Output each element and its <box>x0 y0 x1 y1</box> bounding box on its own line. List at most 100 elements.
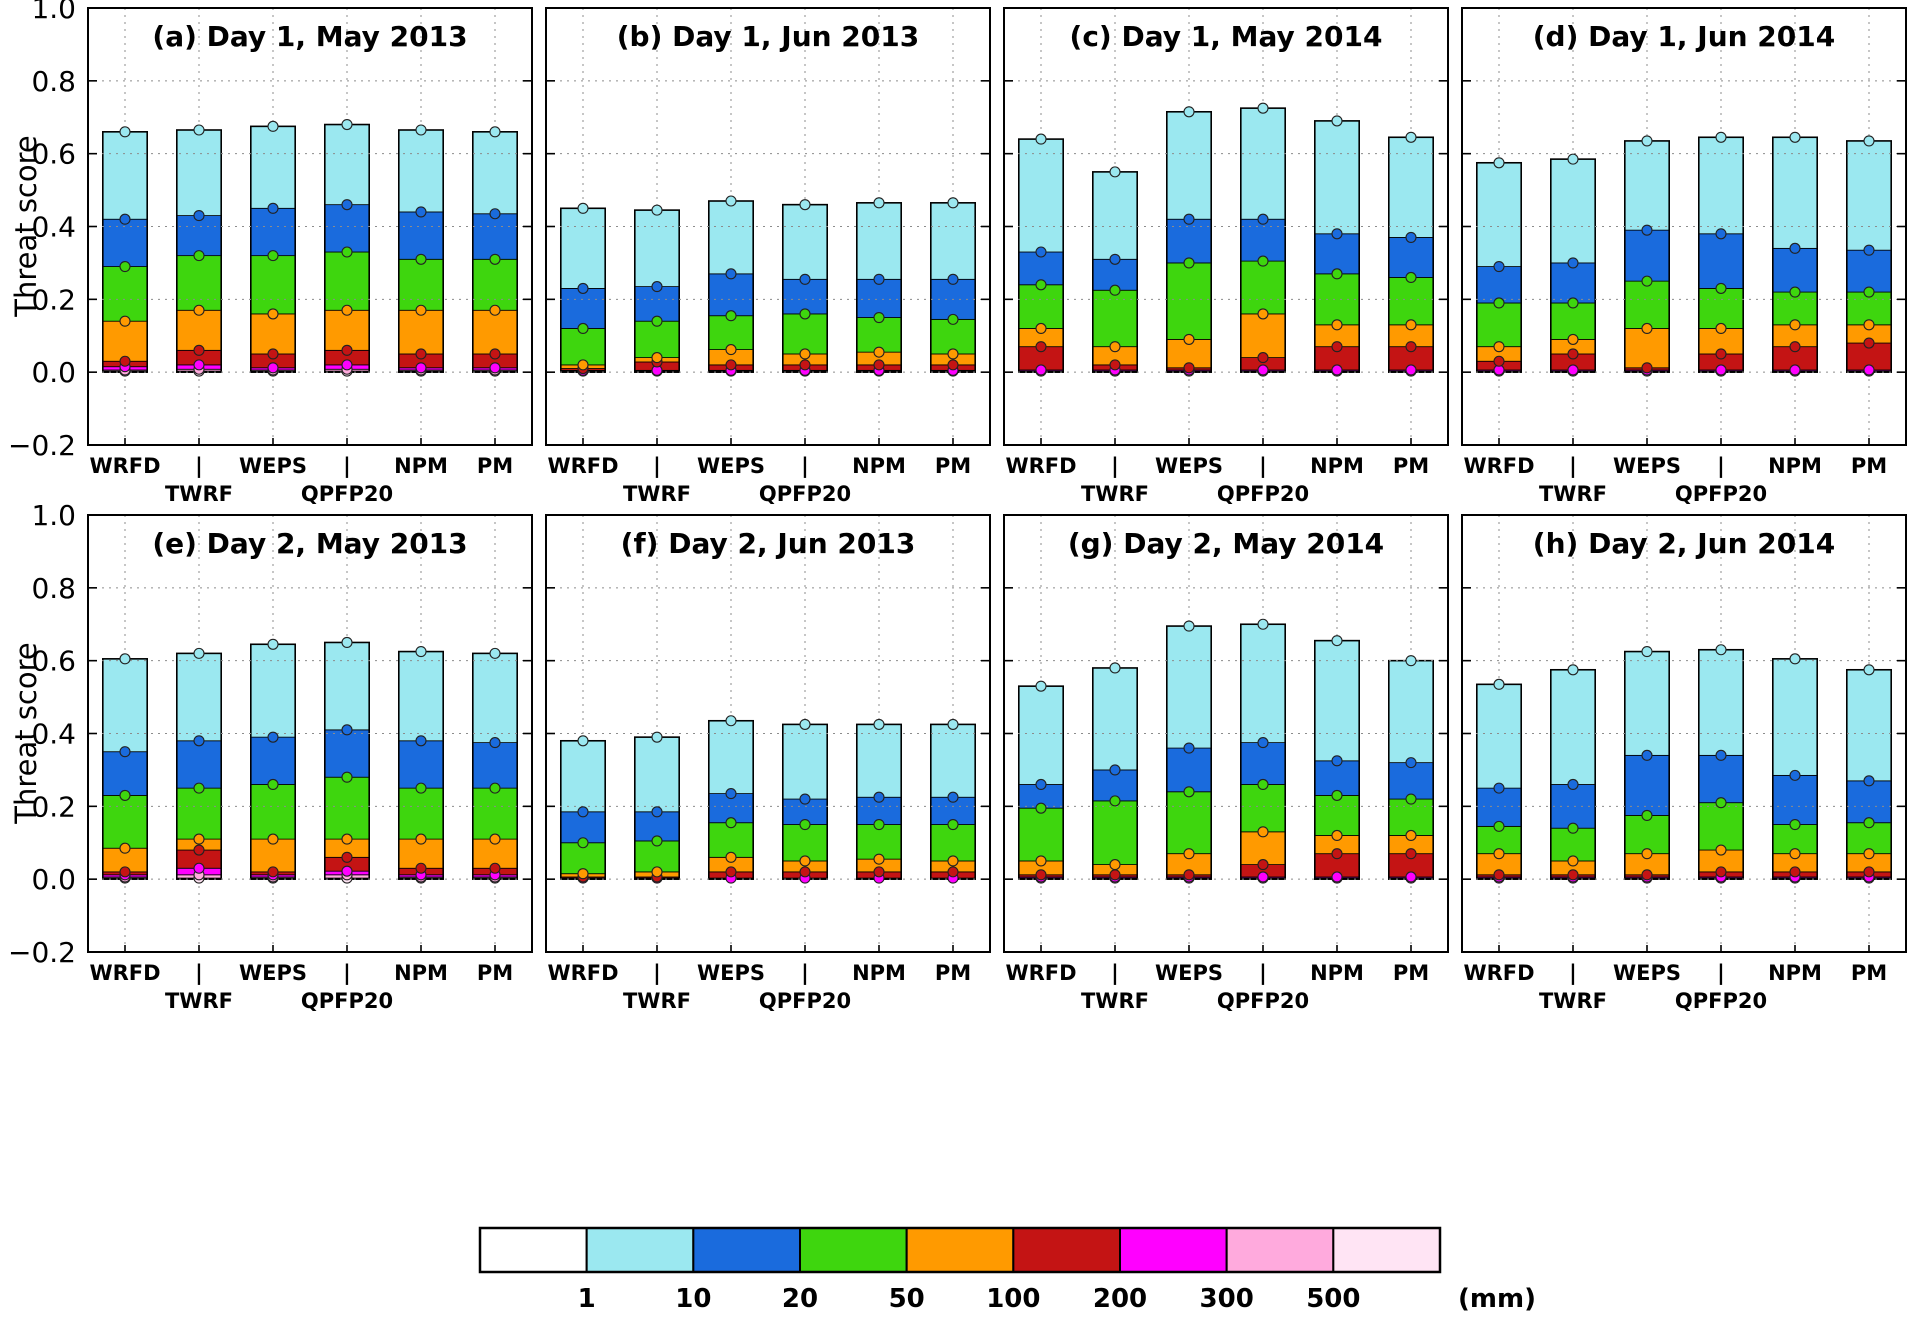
legend-threshold-label: 20 <box>782 1284 818 1314</box>
svg-text:|: | <box>195 961 203 986</box>
legend-threshold-label: 500 <box>1306 1284 1360 1314</box>
legend-threshold-label: 50 <box>889 1284 925 1314</box>
svg-text:0.6: 0.6 <box>31 138 76 171</box>
legend-segment <box>479 1227 588 1273</box>
svg-text:TWRF: TWRF <box>1081 989 1149 1013</box>
svg-text:|: | <box>801 961 809 986</box>
svg-text:QPFP20: QPFP20 <box>301 482 393 506</box>
svg-text:0.0: 0.0 <box>31 863 76 896</box>
svg-text:WEPS: WEPS <box>1613 961 1681 985</box>
svg-text:|: | <box>343 454 351 479</box>
svg-text:|: | <box>653 454 661 479</box>
legend-segment <box>692 1227 801 1273</box>
legend-colorbar: 1 10 20 50 100 200 300 500 (mm) <box>478 1226 1536 1314</box>
svg-text:WEPS: WEPS <box>1613 454 1681 478</box>
legend-segment <box>1332 1227 1442 1273</box>
svg-text:1.0: 1.0 <box>31 499 76 532</box>
legend-segment <box>585 1227 695 1273</box>
svg-text:|: | <box>1259 454 1267 479</box>
svg-text:TWRF: TWRF <box>623 482 691 506</box>
svg-text:QPFP20: QPFP20 <box>759 482 851 506</box>
svg-text:PM: PM <box>935 961 971 985</box>
svg-text:|: | <box>1717 961 1725 986</box>
svg-text:NPM: NPM <box>852 961 906 985</box>
svg-text:QPFP20: QPFP20 <box>1217 989 1309 1013</box>
svg-text:WRFD: WRFD <box>89 961 160 985</box>
svg-text:PM: PM <box>1393 454 1429 478</box>
svg-text:QPFP20: QPFP20 <box>759 989 851 1013</box>
svg-text:|: | <box>343 961 351 986</box>
svg-text:NPM: NPM <box>1310 454 1364 478</box>
svg-text:PM: PM <box>477 961 513 985</box>
svg-text:QPFP20: QPFP20 <box>1217 482 1309 506</box>
svg-text:NPM: NPM <box>1768 961 1822 985</box>
svg-text:|: | <box>1111 961 1119 986</box>
legend-segment <box>905 1227 1015 1273</box>
legend-threshold-label: 200 <box>1093 1284 1147 1314</box>
svg-text:−0.2: −0.2 <box>8 429 76 462</box>
legend-segment <box>1225 1227 1335 1273</box>
legend-unit-label: (mm) <box>1458 1284 1536 1314</box>
legend-segment <box>1119 1227 1228 1273</box>
svg-text:0.2: 0.2 <box>31 283 76 316</box>
svg-text:WEPS: WEPS <box>697 961 765 985</box>
legend-threshold-label: 1 <box>578 1284 596 1314</box>
svg-text:|: | <box>1569 454 1577 479</box>
svg-text:WEPS: WEPS <box>1155 961 1223 985</box>
svg-text:NPM: NPM <box>394 961 448 985</box>
legend-threshold-label: 300 <box>1200 1284 1254 1314</box>
svg-text:|: | <box>801 454 809 479</box>
svg-text:1.0: 1.0 <box>31 0 76 25</box>
svg-text:WEPS: WEPS <box>239 454 307 478</box>
svg-text:WRFD: WRFD <box>89 454 160 478</box>
svg-text:|: | <box>195 454 203 479</box>
svg-text:WRFD: WRFD <box>1463 454 1534 478</box>
svg-text:NPM: NPM <box>394 454 448 478</box>
svg-text:|: | <box>1717 454 1725 479</box>
svg-text:NPM: NPM <box>852 454 906 478</box>
svg-text:0.0: 0.0 <box>31 356 76 389</box>
svg-text:WEPS: WEPS <box>697 454 765 478</box>
svg-text:0.8: 0.8 <box>31 572 76 605</box>
svg-text:0.4: 0.4 <box>31 718 76 751</box>
svg-text:WRFD: WRFD <box>1463 961 1534 985</box>
legend-threshold-label: 100 <box>986 1284 1040 1314</box>
svg-text:0.2: 0.2 <box>31 790 76 823</box>
svg-text:0.6: 0.6 <box>31 645 76 678</box>
svg-text:TWRF: TWRF <box>623 989 691 1013</box>
svg-text:PM: PM <box>477 454 513 478</box>
svg-text:QPFP20: QPFP20 <box>1675 482 1767 506</box>
svg-text:WRFD: WRFD <box>547 454 618 478</box>
svg-text:|: | <box>1259 961 1267 986</box>
svg-text:NPM: NPM <box>1768 454 1822 478</box>
svg-text:TWRF: TWRF <box>1539 482 1607 506</box>
svg-text:QPFP20: QPFP20 <box>1675 989 1767 1013</box>
svg-text:|: | <box>1111 454 1119 479</box>
svg-text:NPM: NPM <box>1310 961 1364 985</box>
svg-text:PM: PM <box>1851 961 1887 985</box>
svg-text:WRFD: WRFD <box>1005 961 1076 985</box>
svg-text:PM: PM <box>1393 961 1429 985</box>
legend-segment <box>1012 1227 1121 1273</box>
svg-text:TWRF: TWRF <box>165 482 233 506</box>
svg-text:0.8: 0.8 <box>31 65 76 98</box>
svg-text:0.4: 0.4 <box>31 211 76 244</box>
svg-text:|: | <box>1569 961 1577 986</box>
svg-text:TWRF: TWRF <box>1081 482 1149 506</box>
svg-text:|: | <box>653 961 661 986</box>
svg-text:TWRF: TWRF <box>1539 989 1607 1013</box>
legend-threshold-label: 10 <box>675 1284 711 1314</box>
svg-text:WRFD: WRFD <box>1005 454 1076 478</box>
svg-text:PM: PM <box>1851 454 1887 478</box>
svg-text:PM: PM <box>935 454 971 478</box>
svg-text:WRFD: WRFD <box>547 961 618 985</box>
